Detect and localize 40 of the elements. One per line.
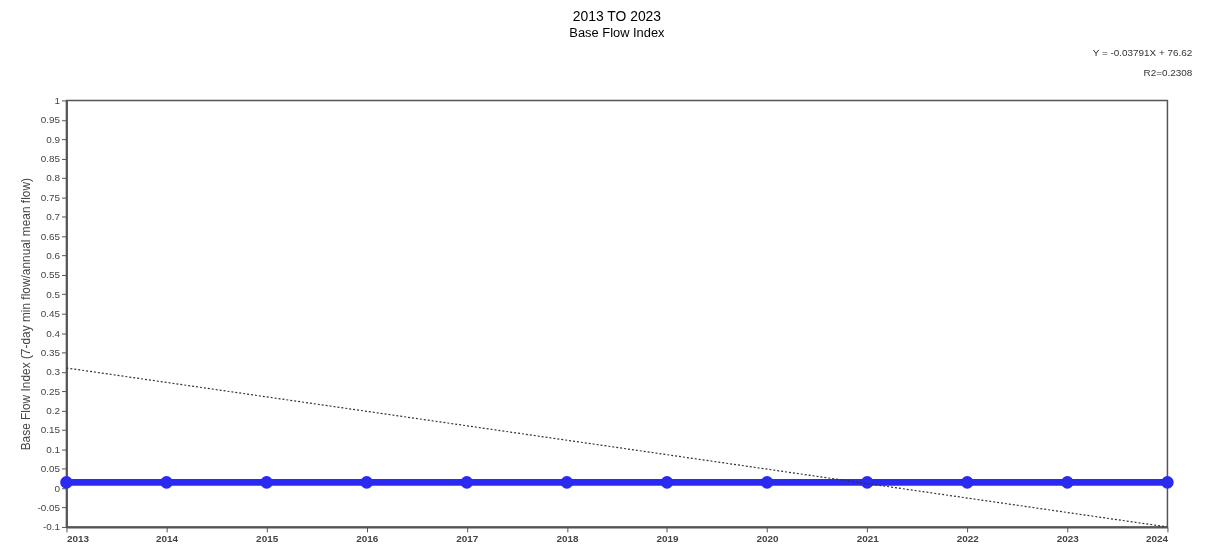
x-tick-label: 2017 <box>456 533 479 545</box>
y-tick-label: 0.3 <box>46 366 61 378</box>
text: Y = -0.03791X + 76.62 <box>1092 46 1193 58</box>
y-tick-label: 0.2 <box>46 405 61 417</box>
y-tick-label: -0.1 <box>42 521 61 533</box>
y-tick-label: 0.85 <box>40 153 61 165</box>
y-tick-label: 0.25 <box>40 385 61 397</box>
x-tick-label: 2016 <box>356 533 379 545</box>
x-tick-label: 2019 <box>656 533 679 545</box>
y-axis-title: Base Flow Index (7-day min flow/annual mean flow) <box>19 178 34 451</box>
y-tick-label: 1 <box>54 94 61 106</box>
y-tick-label: 0.75 <box>40 191 61 203</box>
y-tick-label: 0.5 <box>46 288 61 300</box>
y-tick-label: 0.55 <box>40 269 61 281</box>
y-tick-label: 0.6 <box>46 250 61 261</box>
chart-subtitle: Base Flow Index <box>569 24 666 40</box>
y-tick-label: 0.95 <box>40 114 61 126</box>
y-tick-label: 0.15 <box>40 424 61 436</box>
y-tick-label: 0 <box>54 482 61 494</box>
y-tick-label: -0.05 <box>37 502 61 514</box>
x-tick-label: 2022 <box>956 533 980 545</box>
x-tick-label: 2023 <box>1056 533 1080 545</box>
x-tick-label: 2021 <box>856 533 880 545</box>
y-tick-label: 0.65 <box>40 230 61 242</box>
y-tick-label: 0.7 <box>46 211 61 223</box>
y-tick-label: 0.8 <box>46 172 61 184</box>
x-tick-label: 2018 <box>556 533 579 545</box>
text: R2=0.2308 <box>1143 66 1193 78</box>
y-tick-label: 0.1 <box>46 443 61 455</box>
y-tick-label: 0.4 <box>46 327 61 339</box>
y-tick-label: 0.35 <box>40 346 61 358</box>
x-tick-label: 2024 <box>1145 533 1169 545</box>
x-tick-label: 2014 <box>156 533 179 545</box>
y-tick-label: 0.45 <box>40 308 61 320</box>
chart-title: 2013 TO 2023 <box>572 8 662 25</box>
x-tick-label: 2013 <box>66 533 90 545</box>
x-tick-label: 2020 <box>756 533 780 545</box>
x-tick-label: 2015 <box>256 533 279 545</box>
y-tick-label: 0.05 <box>40 463 61 475</box>
y-tick-label: 0.9 <box>46 133 61 145</box>
